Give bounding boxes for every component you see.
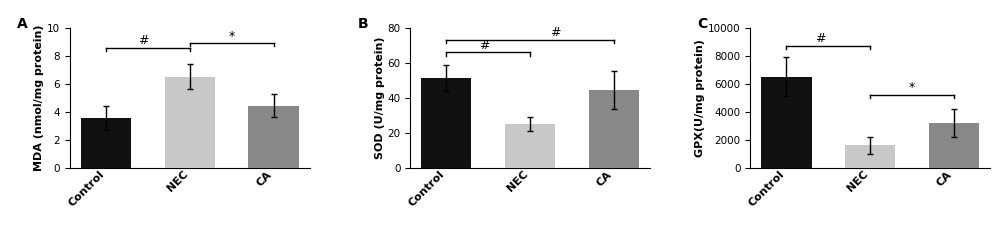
Bar <box>845 145 895 168</box>
Bar <box>761 77 812 168</box>
Bar <box>505 124 555 168</box>
Bar <box>165 77 215 168</box>
Text: C: C <box>698 17 708 31</box>
Text: *: * <box>909 81 915 94</box>
Text: #: # <box>815 32 825 45</box>
Text: #: # <box>138 34 149 47</box>
Text: B: B <box>357 17 368 31</box>
Text: A: A <box>17 17 28 31</box>
Bar <box>248 106 299 168</box>
Bar <box>589 90 639 168</box>
Text: #: # <box>550 27 560 39</box>
Y-axis label: GPX(U/mg protein): GPX(U/mg protein) <box>695 39 705 157</box>
Bar <box>421 78 471 168</box>
Y-axis label: SOD (U/mg protein): SOD (U/mg protein) <box>375 37 385 159</box>
Bar <box>929 123 979 168</box>
Bar <box>81 118 131 168</box>
Y-axis label: MDA (nmol/mg protein): MDA (nmol/mg protein) <box>34 25 44 171</box>
Text: *: * <box>229 30 235 43</box>
Text: #: # <box>479 39 489 52</box>
